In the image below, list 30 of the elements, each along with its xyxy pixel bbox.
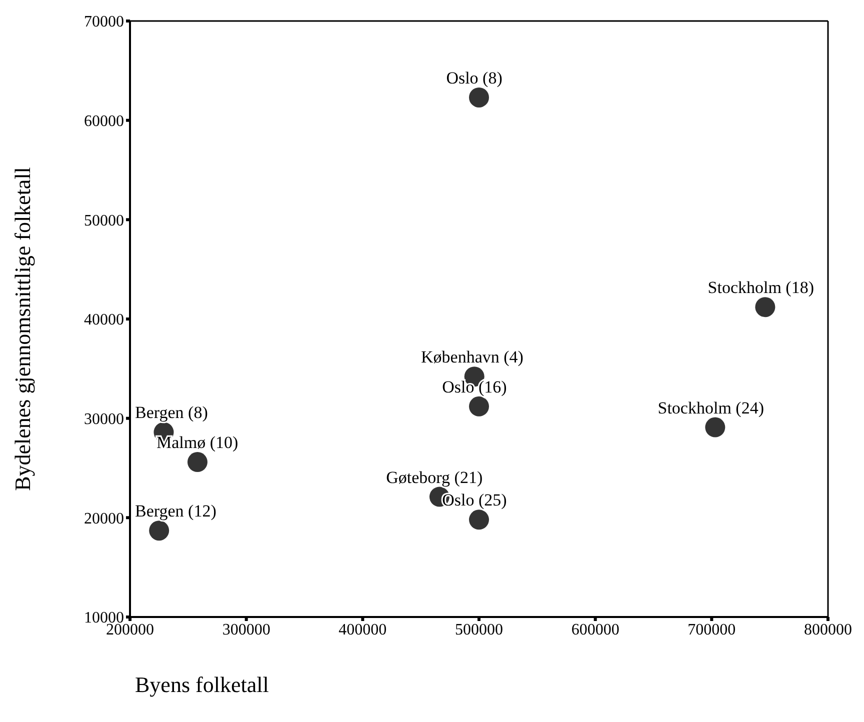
y-tick-label: 70000 [84,14,124,31]
point [469,396,489,416]
y-tick-label: 20000 [84,510,124,528]
point [469,87,489,108]
x-tick-label: 800000 [804,621,852,638]
annotation: Oslo (16) [442,377,507,396]
x-tick-label: 400000 [338,621,387,638]
annotation: Stockholm (18) [708,278,814,298]
x-tick-label: 700000 [688,621,736,638]
annotation: Oslo (8) [446,68,502,88]
annotation: Stockholm (24) [658,398,764,418]
x-tick-label: 500000 [455,621,503,638]
point [187,452,208,472]
annotation: Gøteborg (21) [386,468,483,487]
x-tick-label: 600000 [571,621,620,638]
x-tick-label: 300000 [222,621,270,638]
point [149,520,170,541]
annotation: Bergen (12) [135,502,216,521]
y-tick-label: 50000 [84,212,124,230]
annotation: København (4) [421,348,524,367]
point [469,510,489,530]
point [755,297,776,318]
y-axis-title: Bydelenes gjennomsnittlige folketall [10,167,35,491]
y-tick-label: 30000 [84,411,124,428]
annotation: Bergen (8) [135,403,208,422]
annotation: Malmø (10) [156,433,238,452]
point [705,417,726,438]
y-tick-label: 60000 [84,113,124,130]
x-axis-title: Byens folketall [135,672,269,697]
y-tick-label: 40000 [84,312,124,329]
